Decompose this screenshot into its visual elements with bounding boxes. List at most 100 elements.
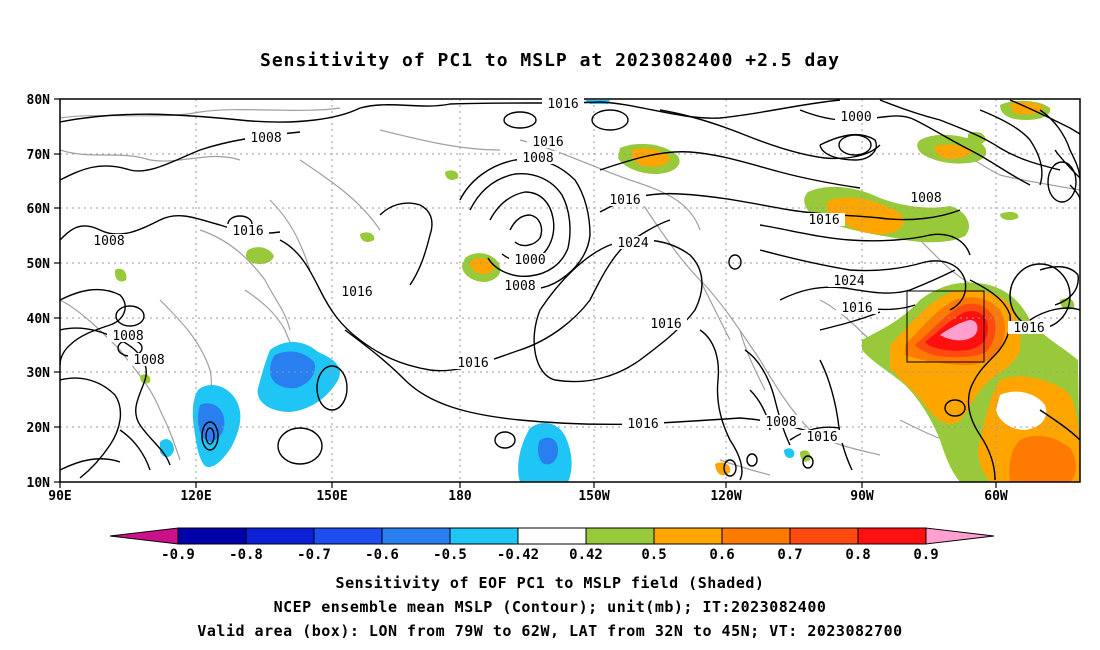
svg-text:1000: 1000 [514, 253, 545, 268]
colorbar-low-triangle [109, 527, 179, 545]
contour-label: 1016 [336, 285, 378, 300]
colorbar [109, 527, 995, 545]
lon-label: 180 [448, 489, 472, 504]
colorbar-segment [177, 527, 247, 545]
colorbar-tick-label: 0.5 [641, 547, 666, 563]
lat-label: 80N [27, 93, 51, 108]
colorbar-tick-label: 0.9 [913, 547, 938, 563]
contour-label: 1016 [803, 213, 845, 228]
colorbar-tick-label: 0.8 [845, 547, 870, 563]
svg-text:1016: 1016 [341, 285, 372, 300]
colorbar-segment [313, 527, 383, 545]
svg-text:1016: 1016 [1013, 321, 1044, 336]
contour-label: 1016 [836, 301, 878, 316]
contour-label: 1000 [835, 110, 877, 125]
svg-text:1008: 1008 [522, 151, 553, 166]
colorbar-segment [653, 527, 723, 545]
lon-label: 150W [578, 489, 609, 504]
svg-text:1016: 1016 [650, 317, 681, 332]
negative-sensitivity-shading [160, 100, 795, 482]
colorbar-tick-label: -0.42 [497, 547, 539, 563]
svg-text:1000: 1000 [840, 110, 871, 125]
caption-contour: NCEP ensemble mean MSLP (Contour); unit(… [273, 598, 827, 616]
colorbar-segment [721, 527, 791, 545]
lon-label: 60W [984, 489, 1008, 504]
colorbar-segment [449, 527, 519, 545]
colorbar-high-triangle [925, 527, 995, 545]
colorbar-tick-label: 0.7 [777, 547, 802, 563]
valid-area-box [906, 290, 985, 363]
svg-text:1016: 1016 [808, 213, 839, 228]
svg-text:1016: 1016 [457, 356, 488, 371]
contour-label: 1008 [107, 329, 149, 344]
lat-lon-grid [60, 99, 1080, 482]
colorbar-segment [585, 527, 655, 545]
contour-label: 1024 [612, 236, 654, 251]
colorbar-segment [789, 527, 859, 545]
svg-text:1024: 1024 [617, 236, 648, 251]
colorbar-tick-label: -0.6 [365, 547, 399, 563]
lat-label: 10N [27, 476, 51, 491]
contour-label: 1016 [645, 317, 687, 332]
contour-label: 1008 [245, 131, 287, 146]
svg-text:1016: 1016 [806, 430, 837, 445]
lat-label: 50N [27, 257, 51, 272]
svg-text:1008: 1008 [504, 279, 535, 294]
contour-label: 1016 [227, 224, 269, 239]
contour-label: 1016 [452, 356, 494, 371]
svg-text:1008: 1008 [93, 234, 124, 249]
lat-label: 20N [27, 421, 51, 436]
page-title: Sensitivity of PC1 to MSLP at 2023082400… [259, 50, 840, 71]
contour-label: 1016 [622, 417, 664, 432]
svg-text:1016: 1016 [547, 97, 578, 112]
lon-label: 90E [48, 489, 71, 504]
colorbar-labels: -0.9 -0.8 -0.7 -0.6 -0.5 -0.42 0.42 0.5 0.6 0.7 0.… [161, 547, 939, 563]
lat-label: 30N [27, 366, 51, 381]
svg-text:1016: 1016 [232, 224, 263, 239]
colorbar-segment [381, 527, 451, 545]
contour-label: 1000 [509, 253, 551, 268]
colorbar-segment [517, 527, 587, 545]
colorbar-tick-label: 0.42 [569, 547, 603, 563]
lat-label: 60N [27, 202, 51, 217]
contour-label: 1008 [905, 191, 947, 206]
axis-ticks [54, 98, 997, 488]
contour-label: 1016 [542, 97, 584, 112]
svg-text:1008: 1008 [112, 329, 143, 344]
svg-text:1016: 1016 [841, 301, 872, 316]
contour-label: 1016 [527, 135, 569, 150]
colorbar-tick-label: -0.9 [161, 547, 195, 563]
colorbar-segment [245, 527, 315, 545]
svg-text:1016: 1016 [532, 135, 563, 150]
lat-label: 70N [27, 148, 51, 163]
lon-label: 120W [710, 489, 741, 504]
caption-shaded: Sensitivity of EOF PC1 to MSLP field (Sh… [335, 574, 765, 592]
colorbar-tick-label: 0.6 [709, 547, 734, 563]
svg-text:1016: 1016 [627, 417, 658, 432]
contour-label: 1016 [801, 430, 843, 445]
svg-text:1016: 1016 [609, 193, 640, 208]
svg-text:1008: 1008 [250, 131, 281, 146]
colorbar-tick-label: -0.8 [229, 547, 263, 563]
contour-label: 1024 [828, 274, 870, 289]
svg-text:1008: 1008 [133, 353, 164, 368]
positive-sensitivity-shading [114, 100, 1080, 482]
lat-label: 40N [27, 312, 51, 327]
svg-text:1024: 1024 [833, 274, 864, 289]
contour-label: 1008 [760, 415, 802, 430]
contour-label: 1016 [604, 193, 646, 208]
contour-label: 1008 [128, 353, 170, 368]
svg-text:1008: 1008 [765, 415, 796, 430]
lon-label: 150E [316, 489, 347, 504]
contour-label: 1016 [1008, 321, 1050, 336]
colorbar-tick-label: -0.5 [433, 547, 467, 563]
lon-label: 90W [850, 489, 874, 504]
contour-label: 1008 [499, 279, 541, 294]
contour-label: 1008 [88, 234, 130, 249]
colorbar-segment [857, 527, 927, 545]
colorbar-tick-label: -0.7 [297, 547, 331, 563]
lon-label: 120E [180, 489, 211, 504]
contour-label: 1008 [517, 151, 559, 166]
svg-text:1008: 1008 [910, 191, 941, 206]
